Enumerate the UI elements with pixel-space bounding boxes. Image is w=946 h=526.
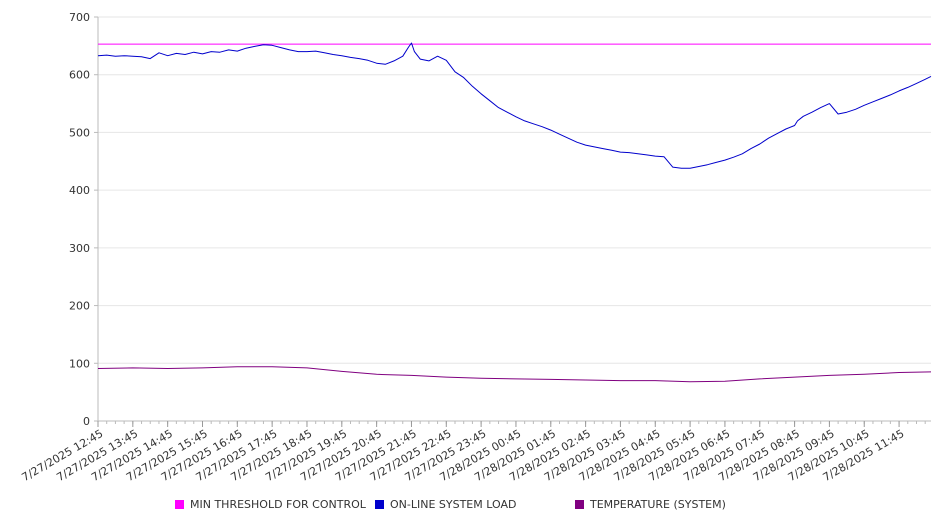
series-lines (97, 42, 932, 383)
axes (97, 17, 931, 422)
y-tick-label: 200 (69, 300, 90, 313)
line-chart: 0 100 200 300 400 500 600 700 7/27/2025 12:457/… (20, 11, 932, 484)
y-tick-labels: 0 100 200 300 400 500 600 700 (69, 11, 90, 428)
legend-label-min-threshold: MIN THRESHOLD FOR CONTROL (190, 498, 366, 511)
grid-lines (94, 16, 931, 422)
y-tick-label: 600 (69, 69, 90, 82)
y-tick-label: 500 (69, 126, 90, 139)
legend-item-temperature[interactable]: TEMPERATURE (SYSTEM) (575, 498, 726, 511)
legend-item-min-threshold[interactable]: MIN THRESHOLD FOR CONTROL (175, 498, 366, 511)
y-tick-label: 400 (69, 184, 90, 197)
legend: MIN THRESHOLD FOR CONTROL ON-LINE SYSTEM… (0, 498, 946, 516)
temperature-line (97, 366, 932, 383)
y-tick-label: 300 (69, 242, 90, 255)
legend-swatch-system-load (375, 500, 384, 509)
y-tick-label: 0 (83, 415, 90, 428)
legend-swatch-min-threshold (175, 500, 184, 509)
system-load-line (97, 42, 932, 169)
legend-label-system-load: ON-LINE SYSTEM LOAD (390, 498, 517, 511)
x-tick-labels: 7/27/2025 12:457/27/2025 13:457/27/2025 … (20, 427, 907, 484)
legend-swatch-temperature (575, 500, 584, 509)
legend-item-system-load[interactable]: ON-LINE SYSTEM LOAD (375, 498, 516, 511)
legend-label-temperature: TEMPERATURE (SYSTEM) (590, 498, 726, 511)
y-tick-label: 700 (69, 11, 90, 24)
y-tick-label: 100 (69, 357, 90, 370)
x-minor-ticks (97, 421, 926, 427)
